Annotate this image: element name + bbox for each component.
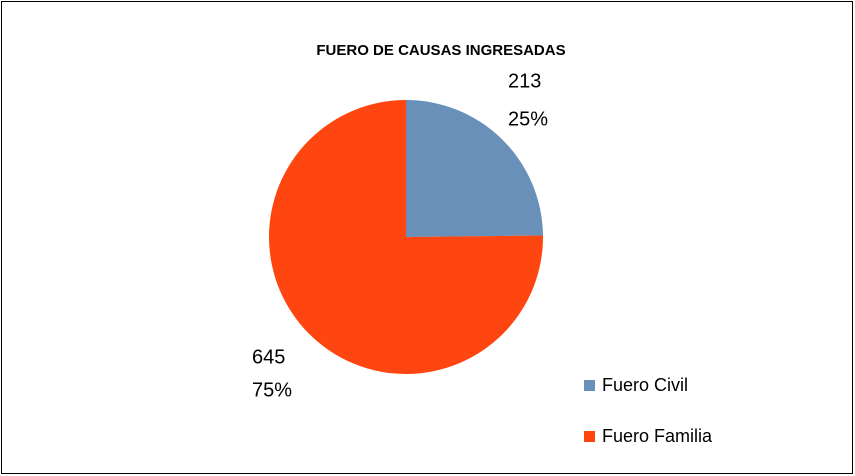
legend-swatch xyxy=(584,380,595,391)
pie-slice xyxy=(406,100,543,237)
data-label: 645 xyxy=(252,346,285,368)
chart-title: FUERO DE CAUSAS INGRESADAS xyxy=(316,42,565,59)
legend-label: Fuero Familia xyxy=(602,426,713,446)
pie-slice xyxy=(269,100,543,375)
percent-label: 25% xyxy=(508,108,548,130)
legend-swatch xyxy=(584,431,595,442)
percent-label: 75% xyxy=(252,379,292,401)
legend-label: Fuero Civil xyxy=(602,375,688,395)
data-label: 213 xyxy=(508,70,541,92)
